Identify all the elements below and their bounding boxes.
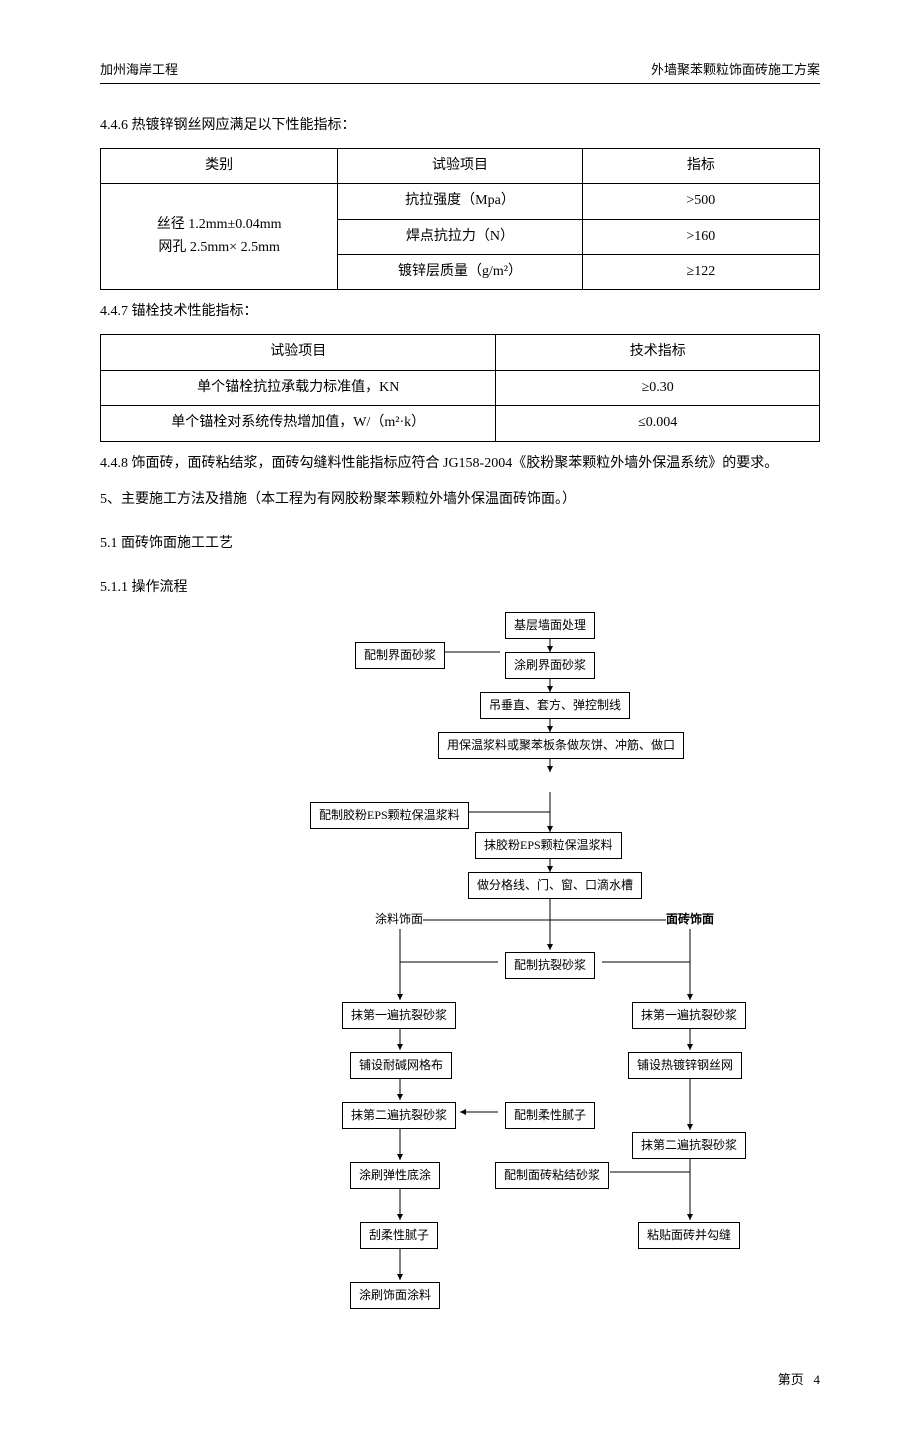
flow-n14: 抹第二遍抗裂砂浆 (342, 1102, 456, 1129)
t447-r2c2: ≤0.004 (496, 406, 820, 441)
page-footer: 第页 4 (100, 1370, 820, 1391)
flow-n10: 抹第一遍抗裂砂浆 (342, 1002, 456, 1029)
flow-n21: 涂刷饰面涂料 (350, 1282, 440, 1309)
flow-n19: 刮柔性腻子 (360, 1222, 438, 1249)
flow-n9: 配制抗裂砂浆 (505, 952, 595, 979)
flow-n16: 抹第二遍抗裂砂浆 (632, 1132, 746, 1159)
t447-h1: 试验项目 (101, 335, 496, 370)
flow-n6: 配制胶粉EPS颗粒保温浆料 (310, 802, 469, 829)
t447-h2: 技术指标 (496, 335, 820, 370)
t446-r3c1: 镀锌层质量（g/m²） (338, 254, 582, 289)
flow-n11: 抹第一遍抗裂砂浆 (632, 1002, 746, 1029)
page-header: 加州海岸工程 外墙聚苯颗粒饰面砖施工方案 (100, 60, 820, 84)
header-right: 外墙聚苯颗粒饰面砖施工方案 (651, 60, 820, 81)
flow-n17: 涂刷弹性底涂 (350, 1162, 440, 1189)
flow-n4: 吊垂直、套方、弹控制线 (480, 692, 630, 719)
flow-labL: 涂料饰面 (375, 910, 423, 929)
footer-label: 第页 (778, 1372, 804, 1387)
flow-n5: 用保温浆料或聚苯板条做灰饼、冲筋、做口 (438, 732, 684, 759)
flow-n20: 粘贴面砖并勾缝 (638, 1222, 740, 1249)
t447-r1c2: ≥0.30 (496, 370, 820, 405)
section-448: 4.4.8 饰面砖，面砖粘结浆，面砖勾缝料性能指标应符合 JG158-2004《… (100, 450, 820, 478)
flowchart: 基层墙面处理 配制界面砂浆 涂刷界面砂浆 吊垂直、套方、弹控制线 用保温浆料或聚… (250, 610, 810, 1350)
table-446: 类别 试验项目 指标 丝径 1.2mm±0.04mm 网孔 2.5mm× 2.5… (100, 148, 820, 291)
table-447: 试验项目 技术指标 单个锚栓抗拉承载力标准值，KN ≥0.30 单个锚栓对系统传… (100, 334, 820, 441)
t447-r2c1: 单个锚栓对系统传热增加值，W/（m²·k） (101, 406, 496, 441)
t446-h3: 指标 (582, 148, 819, 183)
flow-n15: 配制柔性腻子 (505, 1102, 595, 1129)
t447-r1c1: 单个锚栓抗拉承载力标准值，KN (101, 370, 496, 405)
t446-r2c1: 焊点抗拉力（N） (338, 219, 582, 254)
t446-r1c2: >500 (582, 184, 819, 219)
t446-r2c2: >160 (582, 219, 819, 254)
flow-n2: 配制界面砂浆 (355, 642, 445, 669)
section-51: 5.1 面砖饰面施工工艺 (100, 530, 233, 558)
flow-n13: 铺设热镀锌钢丝网 (628, 1052, 742, 1079)
flow-n12: 铺设耐碱网格布 (350, 1052, 452, 1079)
flow-n18: 配制面砖粘结砂浆 (495, 1162, 609, 1189)
section-5: 5、主要施工方法及措施（本工程为有网胶粉聚苯颗粒外墙外保温面砖饰面。） (100, 486, 820, 514)
t446-h1: 类别 (101, 148, 338, 183)
t446-r1c1: 抗拉强度（Mpa） (338, 184, 582, 219)
flow-n7: 抹胶粉EPS颗粒保温浆料 (475, 832, 622, 859)
t446-h2: 试验项目 (338, 148, 582, 183)
t446-r3c2: ≥122 (582, 254, 819, 289)
section-447-title: 4.4.7 锚栓技术性能指标： (100, 298, 820, 326)
t446-rowhead: 丝径 1.2mm±0.04mm 网孔 2.5mm× 2.5mm (101, 184, 338, 290)
footer-num: 4 (814, 1372, 821, 1387)
flow-n3: 涂刷界面砂浆 (505, 652, 595, 679)
flow-labR: 面砖饰面 (666, 910, 714, 929)
section-446-title: 4.4.6 热镀锌钢丝网应满足以下性能指标： (100, 112, 820, 140)
header-left: 加州海岸工程 (100, 60, 178, 81)
flow-n8: 做分格线、门、窗、口滴水槽 (468, 872, 642, 899)
section-511: 5.1.1 操作流程 (100, 574, 820, 602)
flow-n1: 基层墙面处理 (505, 612, 595, 639)
